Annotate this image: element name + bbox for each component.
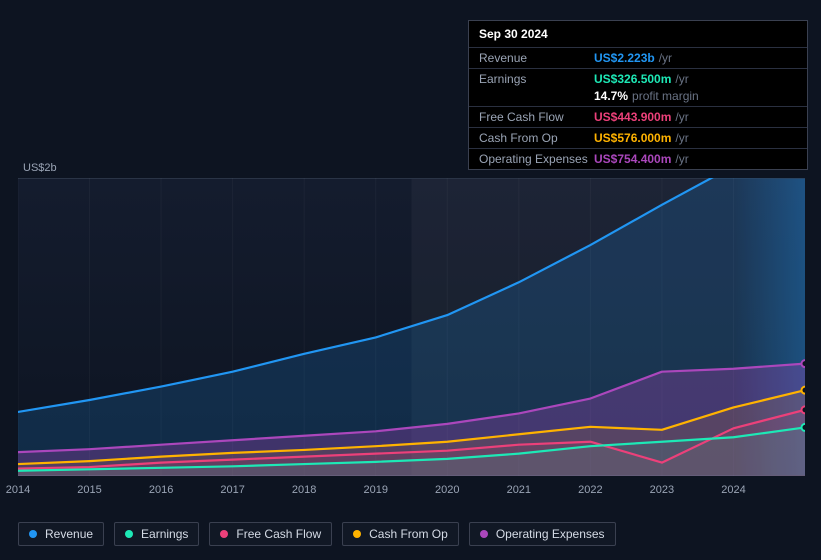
- tooltip-row: 14.7% profit margin: [469, 89, 807, 106]
- data-tooltip: Sep 30 2024 RevenueUS$2.223b/yrEarningsU…: [468, 20, 808, 170]
- tooltip-row-unit: /yr: [675, 110, 688, 124]
- legend-swatch: [29, 530, 37, 538]
- legend-item[interactable]: Revenue: [18, 522, 104, 546]
- tooltip-row-value: US$443.900m: [594, 110, 671, 124]
- tooltip-row-pct: 14.7%: [594, 89, 628, 103]
- x-axis-tick: 2019: [363, 484, 387, 496]
- legend-swatch: [353, 530, 361, 538]
- chart-legend: Revenue Earnings Free Cash Flow Cash From O…: [18, 522, 616, 546]
- tooltip-row-unit: /yr: [659, 51, 672, 65]
- x-axis-tick: 2017: [220, 484, 244, 496]
- x-axis-tick: 2015: [77, 484, 101, 496]
- legend-swatch: [220, 530, 228, 538]
- tooltip-row-value: US$326.500m: [594, 72, 671, 86]
- chart-svg: [18, 178, 805, 476]
- tooltip-row-value: US$576.000m: [594, 131, 671, 145]
- tooltip-row-unit: /yr: [675, 152, 688, 166]
- x-axis-tick: 2020: [435, 484, 459, 496]
- tooltip-row-unit: /yr: [675, 131, 688, 145]
- legend-label: Cash From Op: [369, 527, 448, 541]
- x-axis-tick: 2014: [6, 484, 30, 496]
- legend-label: Free Cash Flow: [236, 527, 321, 541]
- tooltip-row: Operating ExpensesUS$754.400m/yr: [469, 148, 807, 169]
- tooltip-row: RevenueUS$2.223b/yr: [469, 47, 807, 68]
- tooltip-row-label: Revenue: [479, 51, 594, 65]
- legend-label: Revenue: [45, 527, 93, 541]
- x-axis-tick: 2018: [292, 484, 316, 496]
- tooltip-row-value: US$754.400m: [594, 152, 671, 166]
- x-axis-tick: 2024: [721, 484, 745, 496]
- x-axis: 2014201520162017201820192020202120222023…: [18, 484, 805, 500]
- tooltip-row-unit: /yr: [675, 72, 688, 86]
- legend-swatch: [125, 530, 133, 538]
- legend-label: Earnings: [141, 527, 188, 541]
- legend-item[interactable]: Operating Expenses: [469, 522, 616, 546]
- legend-item[interactable]: Free Cash Flow: [209, 522, 332, 546]
- tooltip-row-label: Earnings: [479, 72, 594, 86]
- earnings-revenue-chart[interactable]: US$2b US$0: [18, 178, 805, 476]
- x-axis-tick: 2016: [149, 484, 173, 496]
- legend-label: Operating Expenses: [496, 527, 605, 541]
- tooltip-row: EarningsUS$326.500m/yr: [469, 68, 807, 89]
- tooltip-date: Sep 30 2024: [469, 21, 807, 47]
- tooltip-row: Cash From OpUS$576.000m/yr: [469, 127, 807, 148]
- y-axis-label-max: US$2b: [23, 162, 57, 174]
- legend-swatch: [480, 530, 488, 538]
- tooltip-row-pct-label: profit margin: [632, 89, 699, 103]
- tooltip-row-label: Free Cash Flow: [479, 110, 594, 124]
- legend-item[interactable]: Cash From Op: [342, 522, 459, 546]
- tooltip-row-label: Operating Expenses: [479, 152, 594, 166]
- tooltip-row-label: Cash From Op: [479, 131, 594, 145]
- x-axis-tick: 2023: [650, 484, 674, 496]
- tooltip-row-value: US$2.223b: [594, 51, 655, 65]
- x-axis-tick: 2021: [507, 484, 531, 496]
- x-axis-tick: 2022: [578, 484, 602, 496]
- legend-item[interactable]: Earnings: [114, 522, 199, 546]
- tooltip-row: Free Cash FlowUS$443.900m/yr: [469, 106, 807, 127]
